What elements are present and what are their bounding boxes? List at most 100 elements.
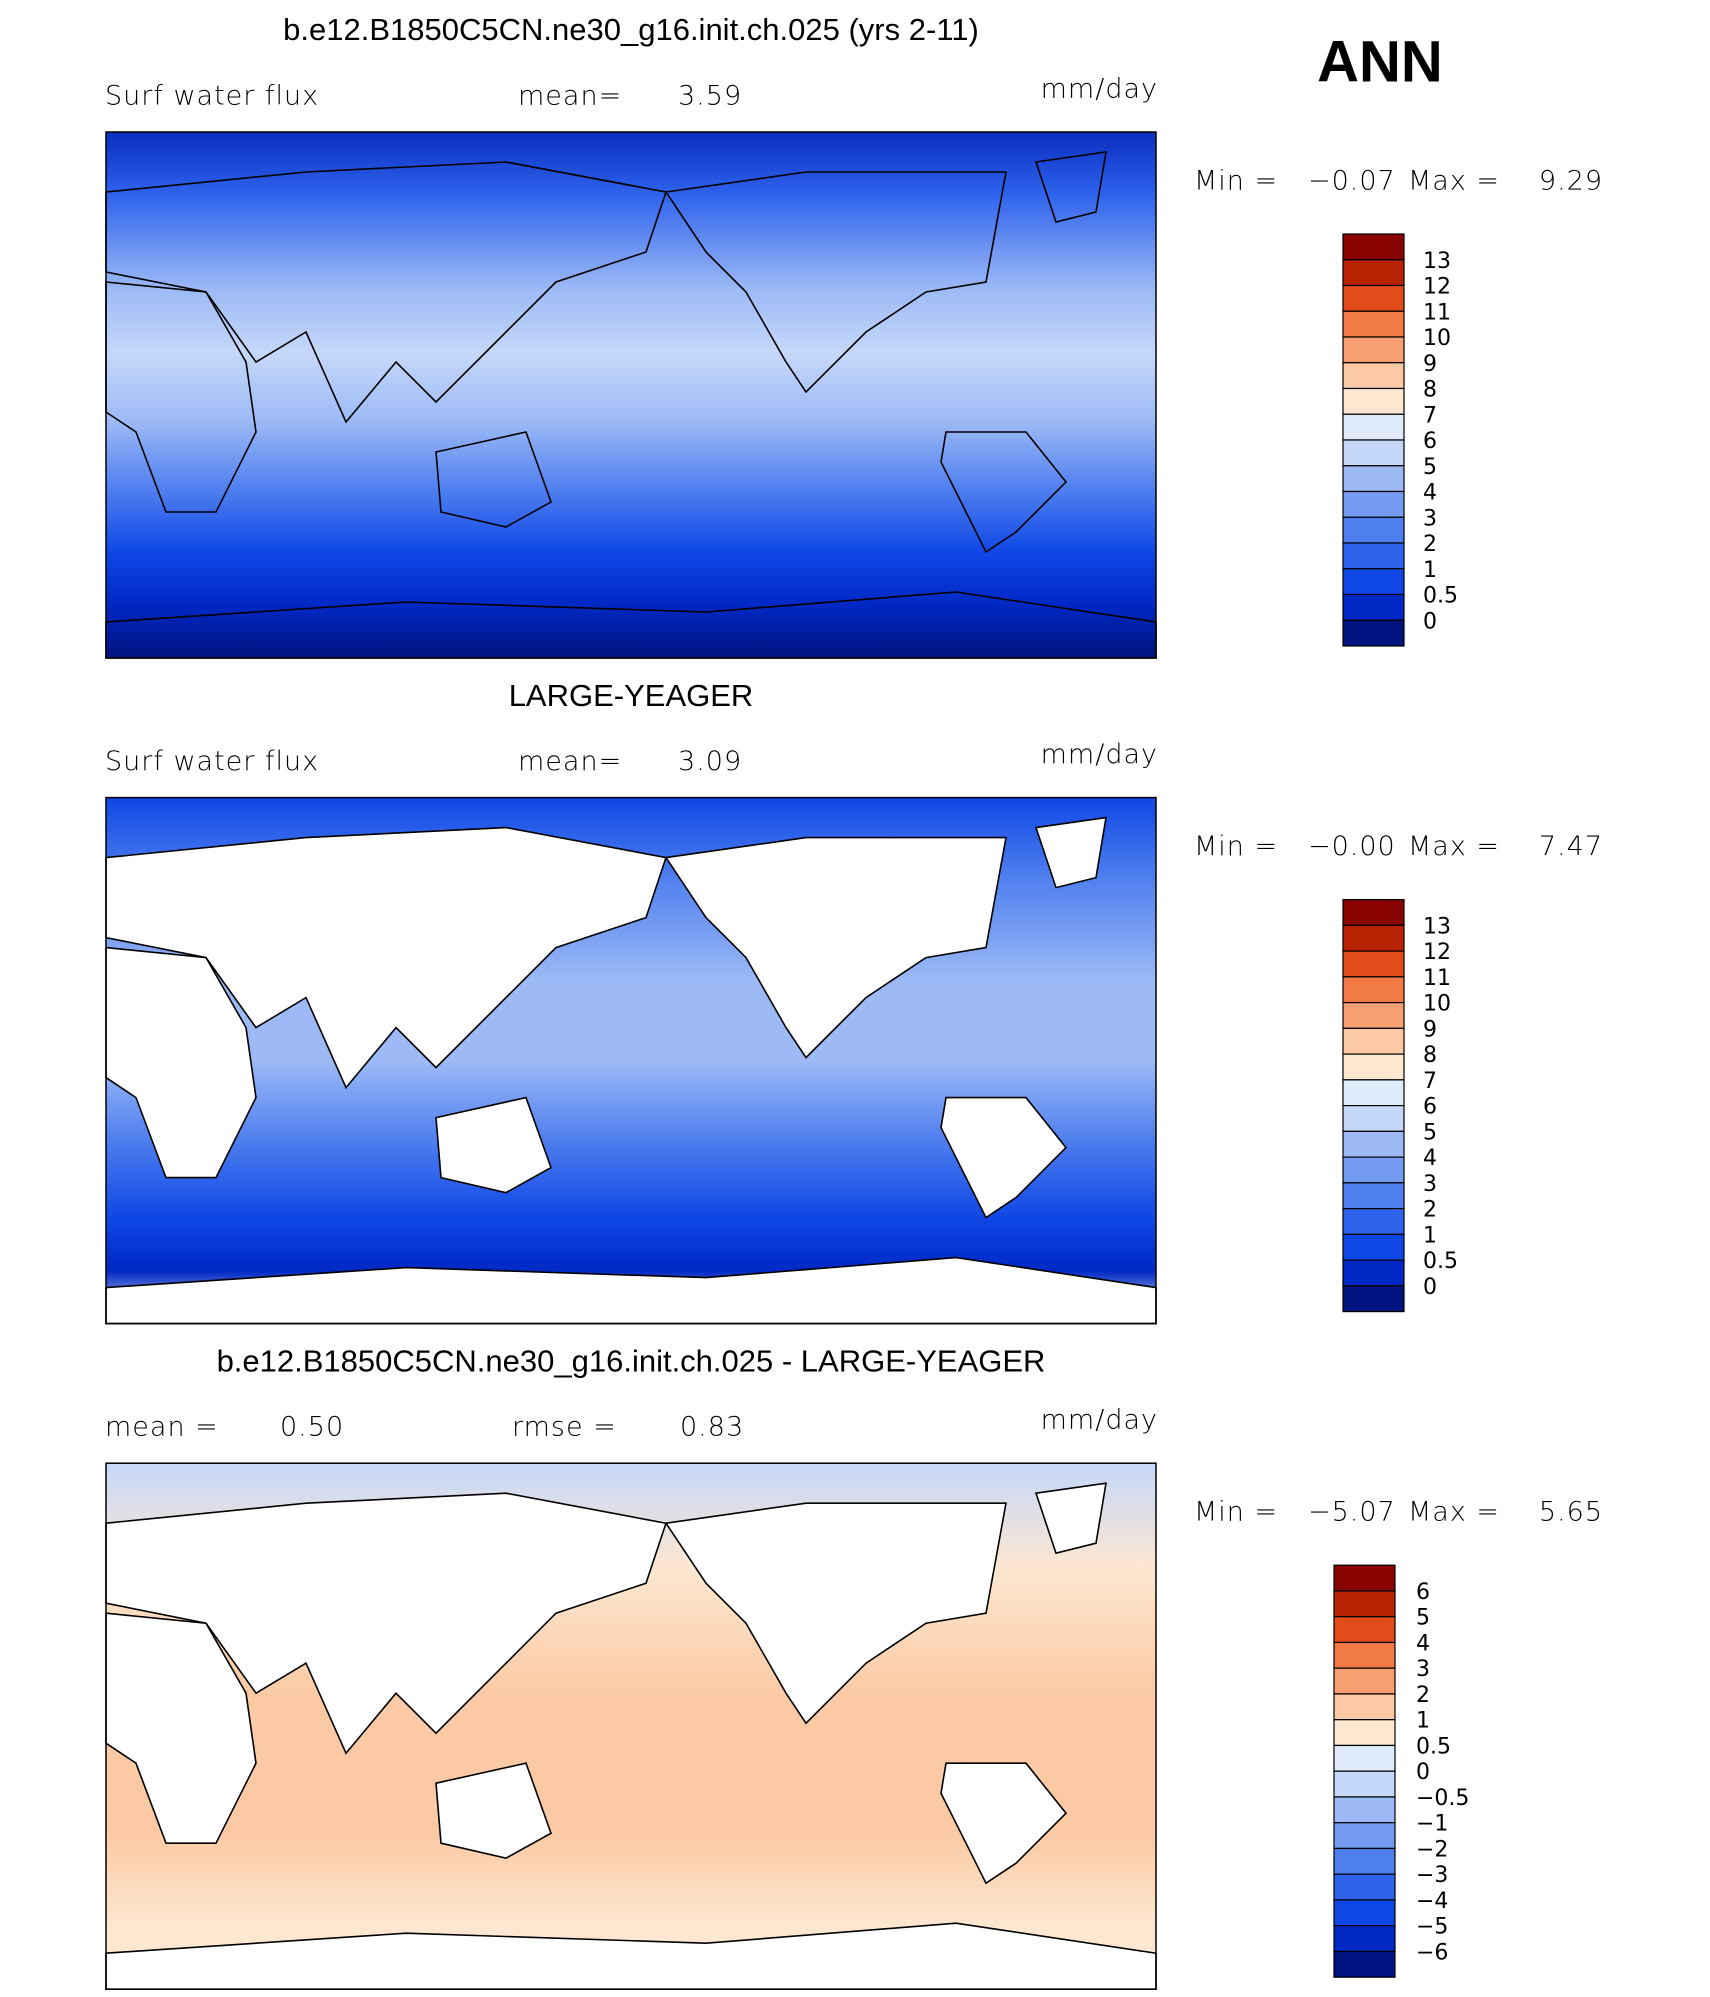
colorbar-box: [1342, 233, 1405, 261]
units: mm/day: [1041, 74, 1158, 105]
colorbar-box: [1342, 1233, 1405, 1261]
colorbar-box: [1333, 1744, 1396, 1772]
colorbar-box: [1333, 1590, 1396, 1618]
colorbar-box: [1342, 387, 1405, 415]
stat-label: rmse =: [512, 1412, 617, 1443]
stat-label: mean=: [518, 746, 622, 777]
colorbar-box: [1342, 976, 1405, 1004]
max-label: Max =: [1408, 166, 1500, 197]
colorbar-box: [1342, 362, 1405, 390]
colorbar-label: 11: [1423, 300, 1451, 325]
max-value: 5.65: [1539, 1497, 1603, 1528]
colorbar-label: 13: [1423, 249, 1451, 274]
colorbar-label: 7: [1423, 1069, 1437, 1094]
colorbar-label: 1: [1416, 1709, 1430, 1734]
max-value: 7.47: [1539, 831, 1603, 862]
min-label: Min =: [1194, 831, 1278, 862]
colorbar-box: [1333, 1719, 1396, 1747]
colorbar-label: 6: [1416, 1580, 1430, 1605]
stat-label: Surf water flux: [105, 746, 319, 777]
colorbar-label: 0: [1423, 609, 1437, 634]
colorbar-box: [1333, 1796, 1396, 1824]
stat-label: 3.59: [678, 81, 742, 112]
colorbar-label: 2: [1416, 1683, 1430, 1708]
max-value: 9.29: [1539, 166, 1603, 197]
colorbar-label: 8: [1423, 378, 1437, 403]
colorbar-label: 10: [1423, 326, 1451, 351]
colorbar-box: [1333, 1822, 1396, 1850]
colorbar-label: −2: [1416, 1837, 1448, 1862]
colorbar-box: [1342, 1130, 1405, 1158]
colorbar-label: 5: [1423, 455, 1437, 480]
colorbar-box: [1342, 1156, 1405, 1184]
colorbar-label: 7: [1423, 403, 1437, 428]
stat-label: 3.09: [678, 746, 742, 777]
colorbar-label: 3: [1423, 1172, 1437, 1197]
min-value: −0.07: [1308, 166, 1396, 197]
colorbar-label: 4: [1423, 481, 1437, 506]
colorbar-label: 0: [1423, 1275, 1437, 1300]
colorbar-box: [1342, 1104, 1405, 1132]
map-frame: [105, 796, 1157, 1325]
units: mm/day: [1041, 1405, 1158, 1436]
stat-label: 0.50: [280, 1412, 344, 1443]
colorbar-box: [1333, 1770, 1396, 1798]
colorbar-box: [1342, 310, 1405, 338]
colorbar-box: [1342, 413, 1405, 441]
map-frame: [105, 131, 1157, 659]
stat-label: 0.83: [680, 1412, 744, 1443]
colorbar-box: [1333, 1950, 1396, 1978]
colorbar-label: 9: [1423, 1017, 1437, 1042]
colorbar-box: [1342, 1053, 1405, 1081]
min-value: −0.00: [1308, 831, 1396, 862]
colorbar-box: [1342, 924, 1405, 952]
colorbar-box: [1342, 898, 1405, 926]
colorbar-label: 2: [1423, 532, 1437, 557]
colorbar-label: 4: [1423, 1146, 1437, 1171]
colorbar-box: [1333, 1667, 1396, 1695]
colorbar-box: [1333, 1873, 1396, 1901]
colorbar-box: [1342, 1207, 1405, 1235]
colorbar-box: [1342, 259, 1405, 287]
colorbar-box: [1333, 1641, 1396, 1669]
colorbar-label: −6: [1416, 1940, 1448, 1965]
colorbar-label: 12: [1423, 275, 1451, 300]
colorbar-box: [1333, 1616, 1396, 1644]
min-label: Min =: [1194, 166, 1278, 197]
stat-label: Surf water flux: [105, 81, 319, 112]
map: [105, 796, 1157, 1325]
colorbar-box: [1342, 950, 1405, 978]
min-label: Min =: [1194, 1497, 1278, 1528]
colorbar-label: 12: [1423, 940, 1451, 965]
colorbar-box: [1342, 490, 1405, 518]
colorbar-label: 0: [1416, 1760, 1430, 1785]
colorbar-box: [1342, 1259, 1405, 1287]
season-label: ANN: [1317, 29, 1443, 94]
colorbar-label: 5: [1416, 1606, 1430, 1631]
colorbar-box: [1342, 1001, 1405, 1029]
colorbar-label: −5: [1416, 1915, 1448, 1940]
panel-title: LARGE-YEAGER: [509, 678, 754, 713]
colorbar-box: [1342, 1285, 1405, 1313]
colorbar-label: −3: [1416, 1863, 1448, 1888]
stat-label: mean =: [105, 1412, 219, 1443]
colorbar-label: 13: [1423, 914, 1451, 939]
colorbar-label: 6: [1423, 429, 1437, 454]
colorbar-label: 0.5: [1423, 584, 1458, 609]
colorbar-label: 0.5: [1423, 1249, 1458, 1274]
colorbar-box: [1342, 1027, 1405, 1055]
colorbar-label: 1: [1423, 1223, 1437, 1248]
colorbar-label: 1: [1423, 558, 1437, 583]
panel-title: b.e12.B1850C5CN.ne30_g16.init.ch.025 (yr…: [283, 12, 979, 47]
colorbar-label: 2: [1423, 1198, 1437, 1223]
colorbar-box: [1333, 1925, 1396, 1953]
colorbar-label: 11: [1423, 966, 1451, 991]
colorbar-box: [1342, 619, 1405, 647]
colorbar-label: 3: [1423, 506, 1437, 531]
map: [105, 1462, 1157, 1990]
colorbar-box: [1342, 465, 1405, 493]
map: [105, 131, 1157, 659]
max-label: Max =: [1408, 1497, 1500, 1528]
min-value: −5.07: [1308, 1497, 1396, 1528]
